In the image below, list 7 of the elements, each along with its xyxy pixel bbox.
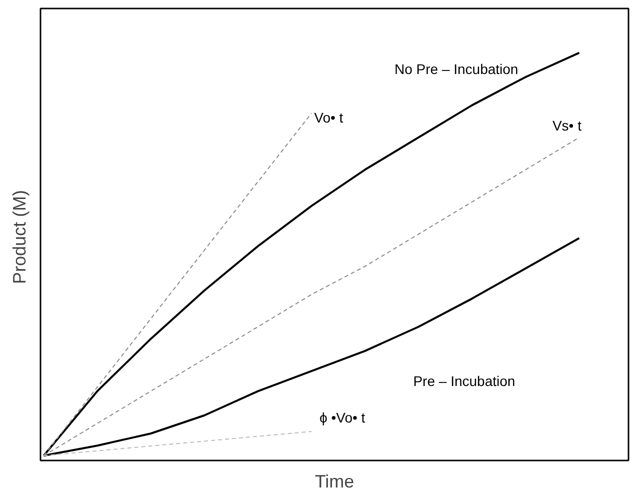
x-axis-title: Time [314, 472, 354, 492]
y-axis-title: Product (M) [10, 190, 30, 284]
series-label: ϕ •Vo• t [320, 409, 366, 426]
text: Pre – Incubation [413, 373, 516, 390]
series-label: No Pre – Incubation [394, 60, 518, 77]
series-label: Vo• t [314, 109, 344, 126]
series-label: Vs• t [552, 117, 582, 134]
